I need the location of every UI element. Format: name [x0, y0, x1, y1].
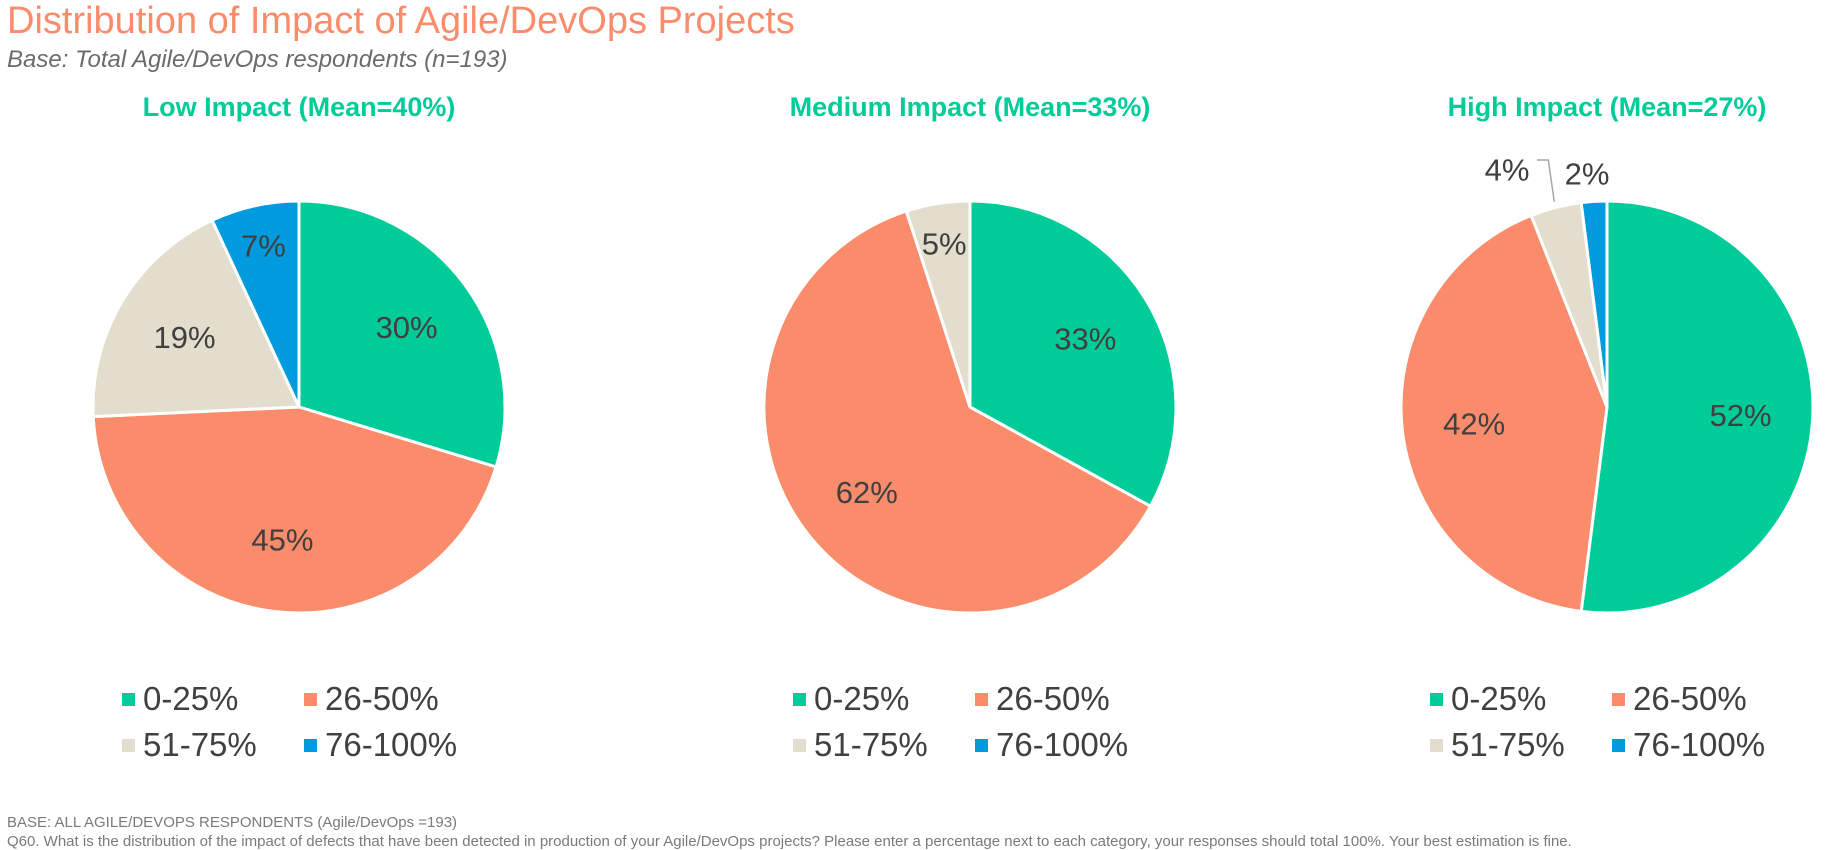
- pie-slice-0-25: [968, 199, 1178, 509]
- pie-slice-0-25: [297, 199, 507, 469]
- pie-slice-51-75: [904, 199, 972, 408]
- data-label-0-25: 52%: [1710, 398, 1772, 433]
- legend-swatch: [975, 692, 988, 706]
- legend-swatch: [304, 738, 317, 752]
- legend-item-26-50: 26-50%: [304, 680, 439, 718]
- legend-label: 51-75%: [814, 726, 928, 763]
- pie-plot: 33% 62% 5%: [762, 199, 1178, 615]
- leader-line: [1537, 159, 1556, 202]
- data-label-76-100: 2%: [1565, 157, 1610, 192]
- legend-swatch: [1612, 738, 1625, 752]
- legend: 0-25% 26-50% 51-75% 76-100%: [0, 680, 604, 790]
- legend-item-26-50: 26-50%: [1612, 680, 1747, 718]
- legend-swatch: [122, 738, 135, 752]
- pie-slice-26-50: [1399, 213, 1609, 614]
- data-label-26-50: 45%: [251, 522, 313, 557]
- legend-swatch: [122, 692, 135, 706]
- legend-label: 26-50%: [1633, 680, 1747, 717]
- legend-swatch: [793, 738, 806, 752]
- legend-label: 76-100%: [996, 726, 1129, 763]
- pie-slice-26-50: [762, 209, 1153, 615]
- pie-slice-51-75: [91, 218, 302, 419]
- legend-swatch: [1430, 692, 1443, 706]
- data-label-0-25: 33%: [1054, 321, 1116, 356]
- data-label-26-50: 62%: [836, 475, 898, 510]
- pie-plot: 52% 42% 4% 2%: [1399, 153, 1815, 615]
- page-title: Distribution of Impact of Agile/DevOps P…: [7, 0, 795, 42]
- chart-title: Medium Impact (Mean=33%): [789, 92, 1151, 122]
- legend-label: 51-75%: [1451, 726, 1565, 763]
- legend-label: 51-75%: [143, 726, 257, 763]
- pie-chart-low-impact: Low Impact (Mean=40%) 30% 45% 19% 7% 0-25% 2…: [0, 92, 604, 782]
- legend-label: 0-25%: [814, 680, 910, 717]
- pie-slice-76-100: [210, 199, 301, 408]
- legend-label: 0-25%: [1451, 680, 1547, 717]
- legend-label: 0-25%: [143, 680, 239, 717]
- legend-item-51-75: 51-75%: [122, 726, 257, 764]
- legend-item-76-100: 76-100%: [1612, 726, 1765, 764]
- legend-label: 26-50%: [996, 680, 1110, 717]
- legend-item-0-25: 0-25%: [122, 680, 238, 718]
- legend-item-51-75: 51-75%: [793, 726, 928, 764]
- pie-slice-26-50: [91, 405, 498, 615]
- page-subtitle: Base: Total Agile/DevOps respondents (n=…: [7, 46, 508, 73]
- legend-item-76-100: 76-100%: [975, 726, 1128, 764]
- legend-swatch: [975, 738, 988, 752]
- pie-slice-76-100: [1579, 199, 1609, 408]
- legend-item-76-100: 76-100%: [304, 726, 457, 764]
- data-label-0-25: 30%: [376, 310, 438, 345]
- legend-swatch: [1612, 692, 1625, 706]
- footnote-question: Q60. What is the distribution of the imp…: [7, 833, 1572, 850]
- pie-plot: 30% 45% 19% 7%: [91, 199, 507, 615]
- legend-item-0-25: 0-25%: [793, 680, 909, 718]
- data-label-51-75: 5%: [922, 227, 967, 262]
- data-label-76-100: 7%: [241, 229, 286, 264]
- data-label-51-75: 4%: [1485, 153, 1530, 188]
- legend-item-26-50: 26-50%: [975, 680, 1110, 718]
- legend-item-0-25: 0-25%: [1430, 680, 1546, 718]
- chart-title: Low Impact (Mean=40%): [142, 92, 456, 122]
- pie-slice-0-25: [1579, 199, 1815, 615]
- legend-label: 76-100%: [325, 726, 458, 763]
- legend-swatch: [1430, 738, 1443, 752]
- legend-label: 26-50%: [325, 680, 439, 717]
- footnote-base: BASE: ALL AGILE/DEVOPS RESPONDENTS (Agil…: [7, 814, 458, 831]
- chart-title: High Impact (Mean=27%): [1447, 92, 1767, 122]
- pie-chart-high-impact: High Impact (Mean=27%) 52% 42% 4% 2% 0-25% 2…: [1302, 92, 1831, 782]
- pie-chart-medium-impact: Medium Impact (Mean=33%) 33% 62% 5% 0-25% 2…: [665, 92, 1275, 782]
- data-label-51-75: 19%: [153, 320, 215, 355]
- legend-label: 76-100%: [1633, 726, 1766, 763]
- legend-swatch: [793, 692, 806, 706]
- legend-swatch: [304, 692, 317, 706]
- data-label-26-50: 42%: [1443, 406, 1505, 441]
- legend-item-51-75: 51-75%: [1430, 726, 1565, 764]
- legend: 0-25% 26-50% 51-75% 76-100%: [665, 680, 1275, 790]
- legend: 0-25% 26-50% 51-75% 76-100%: [1302, 680, 1831, 790]
